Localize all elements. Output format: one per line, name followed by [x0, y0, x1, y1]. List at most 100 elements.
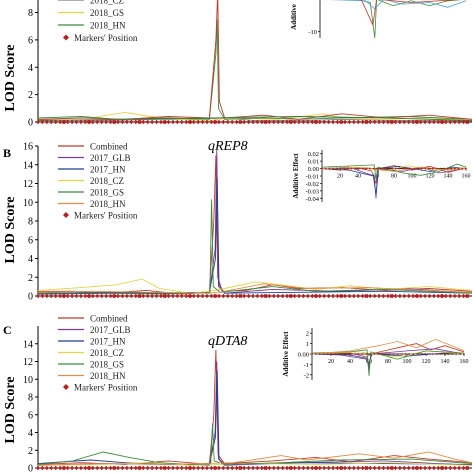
inset-background	[282, 328, 466, 396]
inset-marker-dot	[377, 353, 380, 355]
marker-diamond	[360, 293, 365, 299]
inset-series-line-2018-gs	[311, 349, 465, 376]
marker-diamond	[397, 119, 402, 125]
legend-entry: 2017_GLB	[90, 325, 131, 335]
y-tick-label: 2	[28, 446, 33, 457]
y-axis-label: LOD Score	[3, 376, 18, 443]
marker-diamond	[204, 119, 209, 125]
marker-diamond	[246, 293, 251, 299]
series-line-2018-hn	[37, 451, 473, 466]
marker-diamond	[78, 465, 83, 471]
legend-marker-symbol	[63, 212, 69, 218]
marker-diamond	[133, 293, 138, 299]
inset-y-label: Additive Effect	[292, 153, 300, 199]
inset-series-line-combined	[311, 343, 465, 367]
inset-marker-dot	[330, 353, 333, 355]
marker-diamond	[372, 119, 377, 125]
marker-diamond	[457, 293, 462, 299]
marker-diamond	[347, 465, 352, 471]
marker-diamond	[212, 293, 217, 299]
marker-diamond	[95, 293, 100, 299]
marker-diamond	[381, 465, 386, 471]
series-line-2018-gs	[38, 199, 473, 295]
marker-diamond	[78, 293, 83, 299]
marker-diamond	[70, 465, 75, 471]
marker-diamond	[246, 119, 251, 125]
marker-diamond	[377, 465, 382, 471]
marker-diamond	[129, 465, 134, 471]
marker-diamond	[326, 293, 331, 299]
marker-diamond	[216, 293, 221, 299]
inset-x-tick-label: 120	[422, 359, 431, 365]
marker-diamond	[292, 465, 297, 471]
marker-diamond	[313, 119, 318, 125]
marker-diamond	[83, 465, 88, 471]
marker-diamond	[234, 293, 239, 299]
inset-y-tick-label: -1	[304, 362, 309, 369]
inset-marker-dot	[342, 353, 345, 355]
marker-diamond	[86, 119, 91, 125]
legend-entry: 2018_HN	[90, 21, 126, 31]
marker-diamond	[246, 465, 251, 471]
marker-diamond	[251, 293, 256, 299]
inset-marker-dot	[402, 167, 405, 170]
marker-diamond	[385, 119, 390, 125]
marker-diamond	[170, 119, 175, 125]
marker-diamond	[200, 293, 205, 299]
marker-diamond	[338, 293, 343, 299]
marker-diamond	[53, 465, 58, 471]
marker-diamond	[204, 465, 209, 471]
series-line-2018-cz	[37, 117, 473, 122]
inset-marker-dot	[450, 167, 453, 170]
marker-diamond	[90, 119, 95, 125]
marker-diamond	[262, 119, 267, 125]
legend-entry: 2018_CZ	[90, 176, 124, 186]
inset-marker-dot	[346, 167, 349, 170]
marker-diamond	[418, 465, 423, 471]
marker-diamond	[212, 119, 217, 125]
marker-diamond	[262, 293, 267, 299]
y-tick-label: 10	[23, 198, 33, 209]
marker-diamond	[230, 119, 235, 125]
marker-diamond	[377, 293, 382, 299]
marker-diamond	[271, 119, 276, 125]
inset-x-tick-label: 120	[426, 174, 435, 180]
marker-diamond	[184, 119, 189, 125]
marker-diamond	[129, 119, 134, 125]
marker-diamond	[204, 293, 209, 299]
marker-diamond	[175, 293, 180, 299]
marker-diamond	[53, 119, 58, 125]
legend-entry: Combined	[90, 314, 128, 324]
marker-diamond	[402, 293, 407, 299]
marker-diamond	[145, 293, 150, 299]
marker-diamond	[36, 293, 40, 299]
marker-diamond	[335, 119, 340, 125]
marker-diamond	[58, 119, 63, 125]
marker-diamond	[187, 293, 192, 299]
marker-diamond	[267, 119, 272, 125]
marker-diamond	[406, 465, 411, 471]
marker-diamond	[280, 465, 285, 471]
inset-marker-dot	[412, 353, 415, 355]
marker-diamond	[209, 465, 214, 471]
inset-marker-dot	[328, 167, 331, 170]
y-tick-label: 14	[23, 339, 33, 350]
y-tick-label: 10	[23, 375, 33, 386]
inset-marker-dot	[428, 167, 430, 170]
y-tick-label: 12	[23, 357, 33, 368]
legend: 2018_CZ 2018_GS 2018_HN Markers' Position	[58, 0, 138, 43]
inset-marker-dot	[383, 167, 386, 170]
marker-diamond	[108, 465, 113, 471]
marker-diamond	[351, 293, 356, 299]
marker-diamond	[368, 119, 373, 125]
inset-marker-dot	[455, 353, 458, 355]
marker-diamond	[338, 465, 343, 471]
marker-diamond	[423, 293, 428, 299]
marker-diamond	[191, 465, 196, 471]
marker-diamond	[464, 119, 469, 125]
marker-diamond	[136, 465, 141, 471]
inset-marker-dot	[373, 353, 376, 355]
inset-marker-dot	[311, 353, 313, 355]
